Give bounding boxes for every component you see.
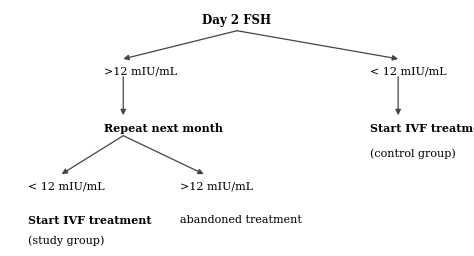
Text: abandoned treatment: abandoned treatment	[180, 215, 302, 225]
Text: Start IVF treatment: Start IVF treatment	[370, 123, 474, 133]
Text: Day 2 FSH: Day 2 FSH	[202, 14, 272, 27]
Text: (control group): (control group)	[370, 148, 456, 159]
Text: (study group): (study group)	[28, 235, 105, 246]
Text: Repeat next month: Repeat next month	[104, 123, 223, 133]
Text: < 12 mIU/mL: < 12 mIU/mL	[370, 67, 447, 77]
Text: Start IVF treatment: Start IVF treatment	[28, 215, 152, 226]
Text: >12 mIU/mL: >12 mIU/mL	[180, 182, 253, 192]
Text: >12 mIU/mL: >12 mIU/mL	[104, 67, 177, 77]
Text: < 12 mIU/mL: < 12 mIU/mL	[28, 182, 105, 192]
